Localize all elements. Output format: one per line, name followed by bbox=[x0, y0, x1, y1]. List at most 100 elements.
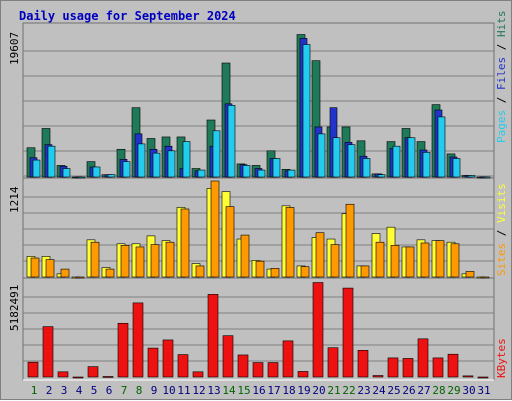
bar-sites-day-1 bbox=[30, 257, 40, 278]
day-label-30: 30 bbox=[462, 384, 476, 397]
bar-hits-day-6 bbox=[107, 174, 116, 178]
day-label-24: 24 bbox=[372, 384, 386, 397]
bar-sites-day-2 bbox=[45, 259, 55, 278]
bar-hits-day-17 bbox=[272, 158, 281, 178]
bar-kbytes-day-31 bbox=[477, 376, 489, 379]
bar-hits-day-25 bbox=[392, 145, 401, 178]
bar-kbytes-day-28 bbox=[432, 357, 444, 378]
bar-hits-day-8 bbox=[137, 143, 146, 178]
bar-sites-day-18 bbox=[285, 207, 295, 278]
day-label-11: 11 bbox=[177, 384, 191, 397]
ytick-max-bottom: 5182491 bbox=[8, 284, 21, 331]
bar-sites-day-8 bbox=[135, 246, 145, 278]
bar-kbytes-day-8 bbox=[132, 302, 144, 378]
day-label-5: 5 bbox=[90, 384, 98, 397]
day-label-29: 29 bbox=[447, 384, 461, 397]
bar-sites-day-31 bbox=[480, 276, 490, 279]
bar-kbytes-day-25 bbox=[387, 357, 399, 378]
bar-sites-day-12 bbox=[195, 265, 205, 278]
bar-sites-day-23 bbox=[360, 265, 370, 278]
bar-kbytes-day-15 bbox=[237, 354, 249, 378]
bar-kbytes-day-21 bbox=[327, 347, 339, 378]
bar-kbytes-day-11 bbox=[177, 354, 189, 378]
bar-kbytes-day-19 bbox=[297, 371, 309, 378]
legend-top-entry-3: / bbox=[495, 37, 508, 57]
bar-kbytes-day-17 bbox=[267, 362, 279, 378]
day-label-9: 9 bbox=[150, 384, 158, 397]
bar-sites-day-22 bbox=[345, 203, 355, 278]
day-label-22: 22 bbox=[342, 384, 356, 397]
bar-sites-day-25 bbox=[390, 245, 400, 278]
bar-hits-day-20 bbox=[317, 133, 326, 178]
bar-hits-day-27 bbox=[422, 152, 431, 178]
bar-kbytes-day-18 bbox=[282, 340, 294, 378]
bar-kbytes-day-1 bbox=[27, 361, 39, 378]
day-label-15: 15 bbox=[237, 384, 251, 397]
bar-hits-day-18 bbox=[287, 169, 296, 178]
bar-sites-day-26 bbox=[405, 246, 415, 278]
day-label-25: 25 bbox=[387, 384, 401, 397]
bar-hits-day-2 bbox=[47, 145, 56, 178]
legend-top-entry-2: Files bbox=[495, 56, 508, 90]
bar-hits-day-16 bbox=[257, 169, 266, 178]
day-label-4: 4 bbox=[75, 384, 83, 397]
legend-mid: Sites / Visits bbox=[495, 183, 508, 276]
bar-kbytes-day-27 bbox=[417, 338, 429, 378]
bar-hits-day-30 bbox=[467, 175, 476, 178]
day-label-18: 18 bbox=[282, 384, 296, 397]
ytick-max-mid: 1214 bbox=[8, 186, 21, 214]
legend-mid-entry-0: Sites bbox=[495, 242, 508, 276]
day-label-27: 27 bbox=[417, 384, 431, 397]
day-label-1: 1 bbox=[30, 384, 38, 397]
day-label-8: 8 bbox=[135, 384, 143, 397]
bar-kbytes-day-26 bbox=[402, 358, 414, 378]
bar-hits-day-24 bbox=[377, 174, 386, 178]
bar-hits-day-10 bbox=[167, 150, 176, 178]
bar-kbytes-day-12 bbox=[192, 371, 204, 378]
bar-hits-day-13 bbox=[212, 130, 221, 178]
bar-hits-day-9 bbox=[152, 152, 161, 178]
bar-hits-day-19 bbox=[302, 44, 311, 178]
legend-mid-entry-1: / bbox=[495, 223, 508, 243]
bar-kbytes-day-13 bbox=[207, 294, 219, 378]
bar-hits-day-21 bbox=[332, 137, 341, 178]
bar-hits-day-3 bbox=[62, 168, 71, 178]
day-label-26: 26 bbox=[402, 384, 416, 397]
day-label-28: 28 bbox=[432, 384, 446, 397]
day-label-12: 12 bbox=[192, 384, 206, 397]
bar-sites-day-16 bbox=[255, 260, 265, 278]
bar-kbytes-day-4 bbox=[72, 376, 84, 379]
bar-hits-day-5 bbox=[92, 166, 101, 178]
bar-kbytes-day-6 bbox=[102, 376, 114, 378]
legend-bottom: KBytes bbox=[495, 338, 508, 378]
day-label-10: 10 bbox=[162, 384, 176, 397]
bar-hits-day-1 bbox=[32, 159, 41, 178]
bar-sites-day-30 bbox=[465, 271, 475, 278]
bar-hits-day-12 bbox=[197, 169, 206, 178]
bar-sites-day-14 bbox=[225, 206, 235, 278]
bar-hits-day-22 bbox=[347, 144, 356, 178]
day-label-31: 31 bbox=[477, 384, 491, 397]
bar-kbytes-day-2 bbox=[42, 326, 54, 378]
bar-hits-day-4 bbox=[77, 176, 86, 179]
bar-hits-day-26 bbox=[407, 137, 416, 178]
bar-sites-day-7 bbox=[120, 245, 130, 278]
bar-kbytes-day-16 bbox=[252, 362, 264, 378]
bar-hits-day-28 bbox=[437, 116, 446, 178]
legend-top-entry-0: Pages bbox=[495, 109, 508, 143]
legend-mid-entry-2: Visits bbox=[495, 183, 508, 223]
bar-sites-day-28 bbox=[435, 240, 445, 278]
bar-kbytes-day-3 bbox=[57, 371, 69, 378]
day-label-6: 6 bbox=[105, 384, 113, 397]
day-label-16: 16 bbox=[252, 384, 266, 397]
bar-hits-day-23 bbox=[362, 158, 371, 178]
bar-kbytes-day-5 bbox=[87, 366, 99, 378]
bar-sites-day-29 bbox=[450, 243, 460, 278]
bar-kbytes-day-24 bbox=[372, 375, 384, 378]
bar-hits-day-14 bbox=[227, 105, 236, 178]
bar-sites-day-15 bbox=[240, 234, 250, 278]
day-label-13: 13 bbox=[207, 384, 221, 397]
legend-top: Pages / Files / Hits bbox=[495, 11, 508, 144]
bar-kbytes-day-14 bbox=[222, 335, 234, 378]
bar-hits-day-11 bbox=[182, 141, 191, 178]
